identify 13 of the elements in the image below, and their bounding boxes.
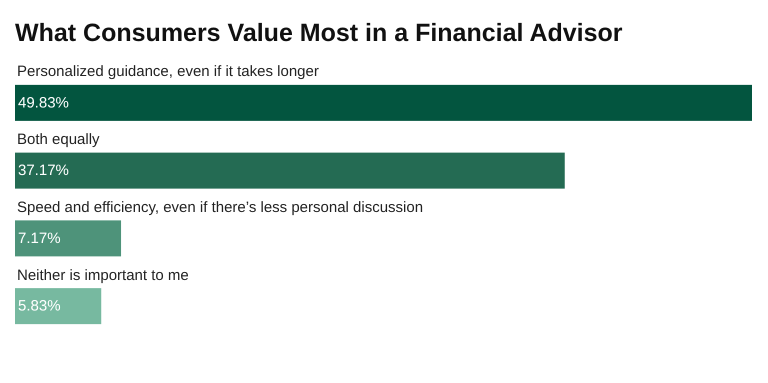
bar [15,84,752,121]
data-label: 37.17% [18,162,69,180]
bar [15,152,565,189]
y-tick-label: Both equally [17,131,100,148]
chart-title: What Consumers Value Most in a Financial Advisor [15,18,623,47]
y-tick-label: Neither is important to me [17,267,189,284]
y-tick-label: Speed and efficiency, even if there’s less personal discussion [17,199,424,216]
bar [15,288,102,324]
y-tick-label: Personalized guidance, even if it takes longer [17,63,319,80]
data-label: 5.83% [18,298,61,315]
data-label: 49.83% [18,94,69,112]
data-label: 7.17% [18,230,61,247]
bar [15,220,122,256]
